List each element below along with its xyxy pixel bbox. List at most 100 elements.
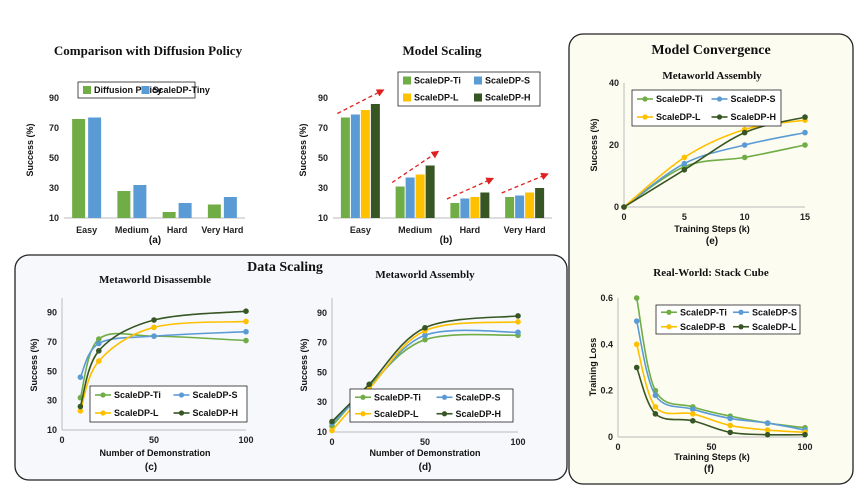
legend-label-d: ScaleDP-Ti [374,392,421,402]
x-tick-label-e: 0 [621,212,626,222]
legend-label-b: ScaleDP-H [485,93,531,103]
x-tick-label-d: 100 [510,437,525,447]
bar-b [340,117,350,218]
data-point-e [681,167,688,173]
data-point-f [727,429,733,436]
x-tick-label-a: Medium [115,225,149,235]
data-point-f [802,431,808,438]
chart-caption-e: (e) [706,236,718,247]
data-point-d [329,418,335,425]
bar-b [525,192,535,218]
data-point-f [690,406,696,413]
y-tick-label-c: 70 [47,337,57,347]
data-point-c [243,337,249,344]
legend-marker-d [360,411,366,417]
data-point-d [422,324,428,331]
legend-label-c: ScaleDP-L [114,408,159,418]
data-point-c [243,308,249,315]
y-tick-label-a: 10 [49,213,59,223]
legend-marker-d [441,394,448,400]
legend-box-c [89,385,248,423]
legend-marker-f [738,324,744,330]
legend-label-e: ScaleDP-Ti [656,94,703,104]
legend-marker-c [100,410,106,416]
x-tick-label-c: 50 [149,435,159,445]
y-tick-label-d: 90 [317,308,327,318]
legend-marker-f [738,309,744,315]
legend-label-f: ScaleDP-Ti [680,307,727,317]
data-point-d [515,329,521,336]
trend-arrow-b [446,177,495,200]
x-tick-label-e: 5 [682,212,687,222]
legend-swatch-b [474,76,482,85]
y-axis-label-c: Success (%) [29,338,39,391]
y-tick-label-b: 50 [318,153,328,163]
data-point-e [741,129,748,136]
data-point-c [243,318,249,325]
chart-caption-f: (f) [704,464,714,475]
legend-label-b: ScaleDP-Ti [414,76,461,86]
legend-box-b [397,71,541,107]
x-axis-label-c: Number of Demonstration [99,448,210,458]
y-axis-label-b: Success (%) [298,123,308,176]
y-axis-label-a: Success (%) [25,123,35,176]
y-axis-label-f: Training Loss [588,338,598,397]
data-point-c [96,358,102,364]
chart-title-a: Comparison with Diffusion Policy [54,43,243,58]
x-tick-label-b: Very Hard [504,225,546,235]
y-tick-label-f: 0.4 [600,339,613,349]
x-tick-label-e: 15 [800,212,810,222]
data-point-d [515,319,521,325]
x-tick-label-f: 0 [615,442,620,452]
legend-marker-f [666,324,672,330]
legend-label-c: ScaleDP-Ti [114,390,161,400]
chart-title-c: Metaworld Disassemble [99,274,211,286]
data-point-f [690,411,696,417]
y-tick-label-f: 0.2 [600,386,613,396]
data-point-f [652,392,659,399]
bar-a [88,117,102,218]
x-tick-label-c: 100 [238,435,253,445]
data-point-c [96,340,102,347]
legend-box-a [77,81,196,99]
y-tick-label-c: 30 [47,396,57,406]
legend-swatch-b [403,76,411,85]
chart-caption-c: (c) [145,462,157,473]
data-point-f [764,420,771,426]
legend-marker-d [441,411,448,417]
x-axis-label-d: Number of Demonstration [369,448,480,458]
data-point-c [96,336,102,342]
bar-b [415,174,425,218]
x-tick-label-f: 100 [797,442,812,452]
bar-b [425,165,435,218]
x-axis-label-e: Training Steps (k) [674,224,750,234]
bar-b [480,192,490,218]
bar-b [470,197,480,218]
bar-a [72,119,86,218]
legend-swatch-b [403,93,411,102]
data-point-f [652,404,659,410]
legend-label-d: ScaleDP-L [374,409,419,419]
legend-swatch-a [141,86,150,94]
data-point-c [77,374,84,381]
model-convergence-title: Model Convergence [651,43,770,58]
series-line-e [623,131,806,208]
trend-arrow-b [391,150,440,184]
x-tick-label-d: 50 [420,437,430,447]
y-tick-label-b: 30 [318,183,328,193]
bar-a [162,212,176,218]
series-line-c [79,310,247,407]
data-point-d [366,381,373,388]
x-tick-label-a: Hard [167,225,188,235]
y-tick-label-c: 10 [47,425,57,435]
data-point-d [422,336,428,343]
data-point-d [515,313,521,319]
legend-label-e: ScaleDP-L [656,112,701,122]
chart-title-d: Metaworld Assembly [375,269,475,281]
data-point-c [151,333,157,339]
legend-label-c: ScaleDP-S [193,390,238,400]
y-tick-label-e: 0 [614,202,619,212]
data-point-c [77,408,84,414]
series-line-c [79,320,247,412]
